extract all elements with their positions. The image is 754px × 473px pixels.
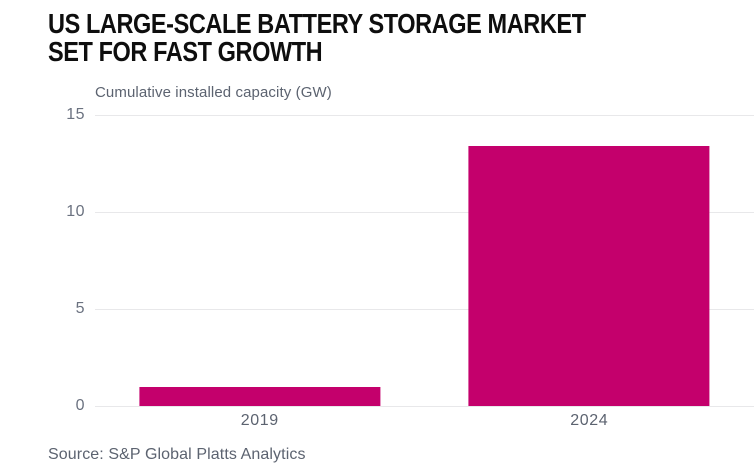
gridline-y-15 — [95, 115, 754, 116]
chart-subtitle: Cumulative installed capacity (GW) — [95, 84, 332, 101]
y-axis: 0 5 10 15 — [0, 106, 85, 414]
bar-2024 — [468, 146, 710, 406]
gridline-y-0 — [95, 406, 754, 407]
chart-title: US LARGE-SCALE BATTERY STORAGE MARKET SE… — [48, 10, 586, 66]
bar-slot-2019 — [95, 115, 425, 406]
x-tick-label-2019: 2019 — [240, 412, 279, 429]
bar-slot-2024 — [425, 115, 754, 406]
bar-2019 — [139, 386, 381, 406]
gridline-y-5 — [95, 309, 754, 310]
x-axis: 2019 2024 — [95, 412, 754, 430]
chart-title-line-1: US LARGE-SCALE BATTERY STORAGE MARKET — [48, 8, 586, 39]
gridline-y-10 — [95, 212, 754, 213]
plot-area — [95, 115, 754, 407]
chart-title-line-2: SET FOR FAST GROWTH — [48, 36, 323, 67]
y-tick-label-5: 5 — [75, 300, 85, 317]
y-tick-label-0: 0 — [75, 397, 85, 414]
y-tick-label-10: 10 — [66, 203, 85, 220]
source-note: Source: S&P Global Platts Analytics — [48, 446, 306, 463]
x-tick-label-2024: 2024 — [570, 412, 609, 429]
y-tick-label-15: 15 — [66, 106, 85, 123]
